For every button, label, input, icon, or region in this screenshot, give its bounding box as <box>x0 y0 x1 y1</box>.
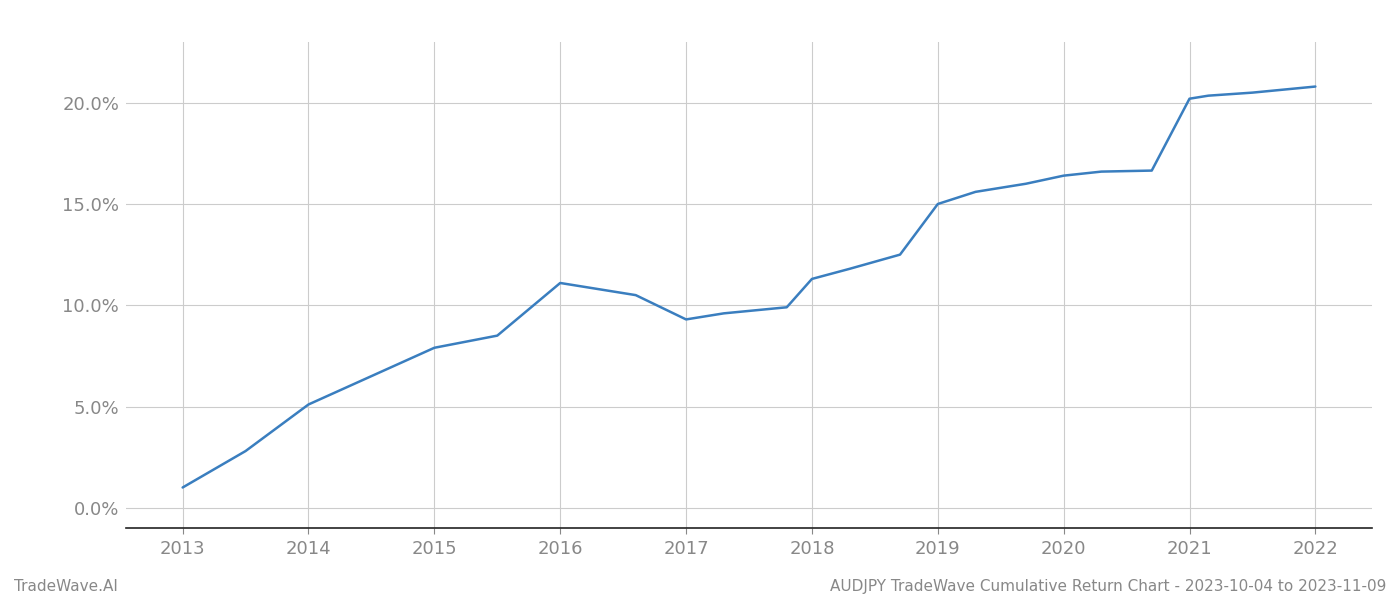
Text: TradeWave.AI: TradeWave.AI <box>14 579 118 594</box>
Text: AUDJPY TradeWave Cumulative Return Chart - 2023-10-04 to 2023-11-09: AUDJPY TradeWave Cumulative Return Chart… <box>830 579 1386 594</box>
